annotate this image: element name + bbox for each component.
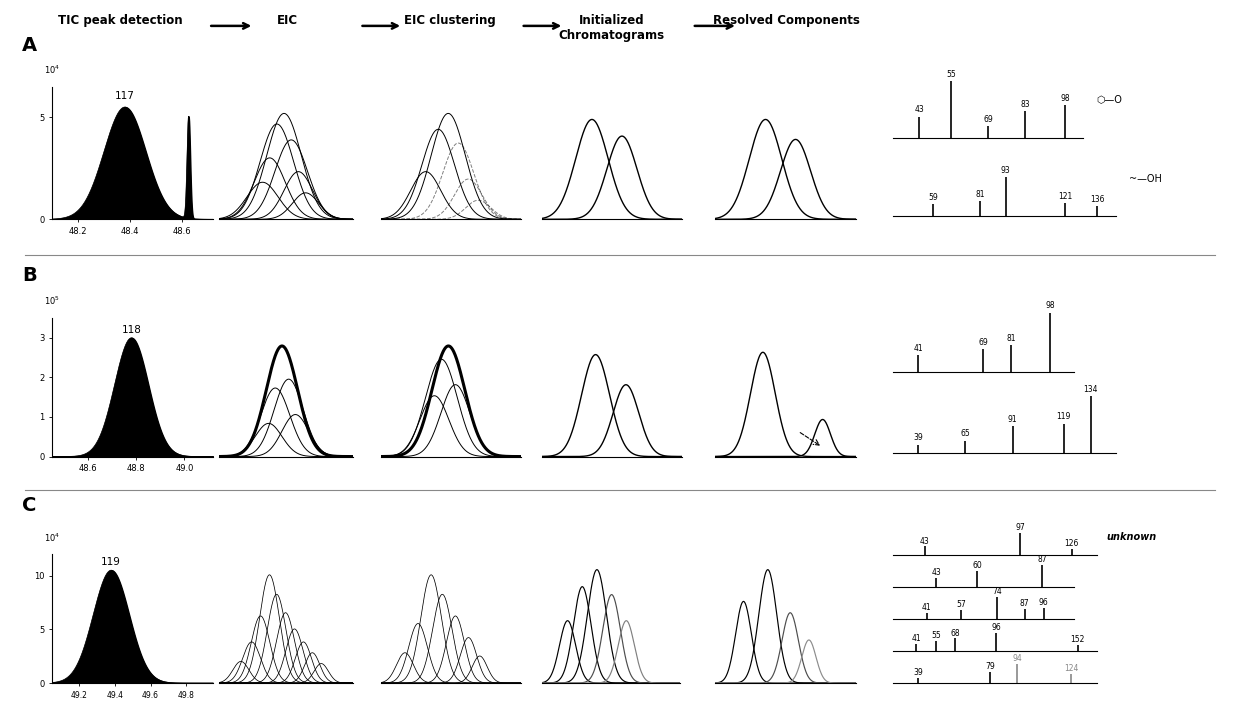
Text: $10^5$: $10^5$ xyxy=(43,295,60,307)
Text: 43: 43 xyxy=(931,568,941,577)
Text: 39: 39 xyxy=(914,434,923,442)
Text: Resolved Components: Resolved Components xyxy=(713,14,859,27)
Text: 59: 59 xyxy=(929,193,939,202)
Text: 119: 119 xyxy=(1056,413,1071,421)
Text: 74: 74 xyxy=(992,587,1002,596)
Text: 121: 121 xyxy=(1058,192,1073,201)
Text: 93: 93 xyxy=(1001,166,1011,175)
Text: unknown: unknown xyxy=(1106,532,1157,542)
Text: B: B xyxy=(22,266,37,285)
Text: 43: 43 xyxy=(920,536,930,546)
Text: 65: 65 xyxy=(961,429,971,439)
Text: 43: 43 xyxy=(914,106,924,114)
Text: 96: 96 xyxy=(1039,597,1049,607)
Text: 81: 81 xyxy=(976,190,985,198)
Text: 136: 136 xyxy=(1090,195,1105,204)
Text: TIC peak detection: TIC peak detection xyxy=(58,14,182,27)
Text: ~—OH: ~—OH xyxy=(1130,174,1162,183)
Text: A: A xyxy=(22,36,37,55)
Text: ⬡—O: ⬡—O xyxy=(1096,94,1122,104)
Text: 98: 98 xyxy=(1045,301,1055,310)
Text: 69: 69 xyxy=(978,338,988,347)
Text: 96: 96 xyxy=(991,623,1001,632)
Text: 124: 124 xyxy=(1064,664,1079,673)
Text: Initialized
Chromatograms: Initialized Chromatograms xyxy=(558,14,665,42)
Text: 55: 55 xyxy=(931,631,941,640)
Text: $10^4$: $10^4$ xyxy=(43,63,61,76)
Text: 126: 126 xyxy=(1065,539,1079,548)
Text: 41: 41 xyxy=(923,603,931,612)
Text: 117: 117 xyxy=(115,91,135,101)
Text: 60: 60 xyxy=(972,562,982,570)
Text: 41: 41 xyxy=(914,344,923,353)
Text: EIC clustering: EIC clustering xyxy=(404,14,496,27)
Text: 134: 134 xyxy=(1084,385,1099,394)
Text: 91: 91 xyxy=(1008,415,1018,423)
Text: 68: 68 xyxy=(951,628,960,638)
Text: 83: 83 xyxy=(1021,100,1030,109)
Text: 94: 94 xyxy=(1012,654,1022,663)
Text: 57: 57 xyxy=(956,600,966,609)
Text: $10^4$: $10^4$ xyxy=(43,531,61,544)
Text: 87: 87 xyxy=(1038,555,1047,564)
Text: 79: 79 xyxy=(986,662,994,671)
Text: 41: 41 xyxy=(911,634,921,644)
Text: 98: 98 xyxy=(1060,94,1070,103)
Text: 69: 69 xyxy=(983,114,993,124)
Text: 55: 55 xyxy=(946,70,956,79)
Text: 118: 118 xyxy=(122,325,141,334)
Text: EIC: EIC xyxy=(277,14,299,27)
Text: 97: 97 xyxy=(1016,523,1025,532)
Text: 87: 87 xyxy=(1019,599,1029,608)
Text: C: C xyxy=(22,496,37,515)
Text: 39: 39 xyxy=(913,669,923,677)
Text: 81: 81 xyxy=(1006,334,1016,343)
Text: 152: 152 xyxy=(1070,635,1085,644)
Text: 119: 119 xyxy=(102,557,122,567)
